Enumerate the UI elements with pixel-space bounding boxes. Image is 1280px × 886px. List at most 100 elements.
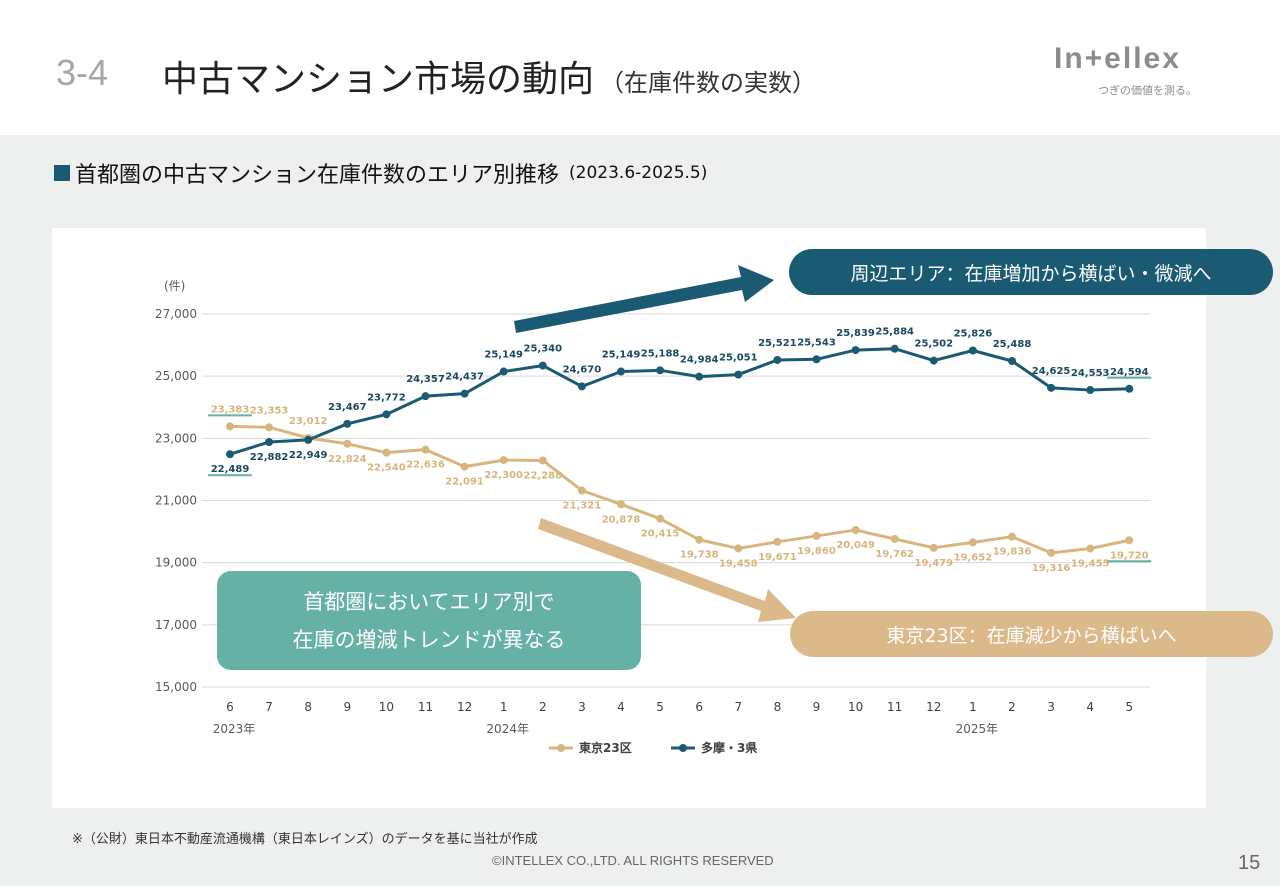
data-label-tokyo23: 20,049: [836, 540, 875, 551]
data-point-tokyo23: [460, 462, 469, 471]
data-point-tokyo23: [734, 544, 743, 553]
data-point-tama3pref: [460, 389, 469, 398]
y-tick-label: 15,000: [155, 680, 197, 694]
data-label-tama3pref: 24,670: [563, 364, 602, 375]
trend-arrow-down: [538, 518, 796, 622]
data-label-tokyo23: 21,321: [563, 501, 602, 512]
logo-text: In+ellex: [1054, 42, 1181, 75]
x-tick-label: 5: [656, 700, 664, 714]
data-label-tokyo23: 22,540: [367, 463, 406, 474]
data-point-tama3pref: [226, 450, 234, 459]
data-point-tama3pref: [929, 356, 938, 365]
data-label-tama3pref: 24,625: [1032, 366, 1071, 377]
data-point-tokyo23: [695, 535, 704, 544]
x-tick-label: 9: [813, 700, 821, 714]
y-tick-label: 27,000: [155, 307, 197, 321]
x-year-label: 2025年: [956, 722, 999, 736]
callout-summary-line2: 在庫の増減トレンドが異なる: [292, 627, 566, 652]
data-point-tokyo23: [382, 448, 391, 457]
x-tick-label: 4: [617, 700, 625, 714]
data-label-tokyo23: 19,762: [875, 549, 914, 560]
callout-summary-line1: 首都圏においてエリア別で: [303, 589, 555, 614]
data-label-tokyo23: 23,012: [289, 416, 328, 427]
data-label-tama3pref: 25,521: [758, 338, 797, 349]
data-point-tokyo23: [851, 526, 860, 535]
data-point-tama3pref: [656, 366, 665, 375]
y-axis-label: (件): [164, 279, 185, 293]
data-point-tama3pref: [617, 367, 625, 376]
data-label-tama3pref: 25,826: [954, 328, 993, 339]
x-tick-label: 7: [734, 700, 742, 714]
data-label-tokyo23: 20,415: [641, 529, 680, 540]
data-label-tama3pref: 25,051: [719, 353, 758, 364]
x-tick-label: 1: [969, 700, 977, 714]
data-point-tama3pref: [773, 355, 782, 364]
section-number: 3-4: [56, 52, 109, 93]
data-label-tama3pref: 25,149: [602, 350, 641, 361]
data-point-tokyo23: [1086, 544, 1095, 553]
data-point-tama3pref: [890, 344, 899, 353]
data-label-tokyo23: 19,671: [758, 552, 797, 563]
x-tick-label: 5: [1125, 700, 1133, 714]
x-tick-label: 3: [1047, 700, 1055, 714]
data-point-tama3pref: [421, 392, 430, 401]
data-label-tokyo23: 19,316: [1032, 563, 1071, 574]
y-tick-label: 19,000: [155, 556, 197, 570]
section-heading: 首都圏の中古マンション在庫件数のエリア別推移 (2023.6-2025.5): [54, 157, 707, 189]
legend-marker: [679, 744, 687, 752]
data-label-tokyo23: 23,353: [250, 405, 289, 416]
series-line-tama3pref: [229, 347, 1130, 456]
y-tick-label: 21,000: [155, 494, 197, 508]
data-point-tokyo23: [265, 423, 274, 432]
data-point-tokyo23: [773, 537, 782, 546]
data-point-tama3pref: [968, 346, 977, 355]
data-point-tama3pref: [577, 382, 586, 391]
data-point-tokyo23: [1047, 548, 1056, 557]
page-title-text: 中古マンション市場の動向: [162, 59, 595, 100]
data-label-tokyo23: 19,479: [915, 558, 954, 569]
data-label-tama3pref: 25,340: [524, 344, 563, 355]
x-tick-label: 10: [379, 700, 394, 714]
data-point-tokyo23: [1008, 532, 1016, 541]
x-tick-label: 8: [774, 700, 782, 714]
x-tick-label: 12: [457, 700, 472, 714]
data-point-tama3pref: [538, 361, 547, 370]
data-point-tokyo23: [929, 543, 938, 552]
data-label-tokyo23: 19,720: [1110, 550, 1149, 561]
legend-label: 東京23区: [579, 740, 632, 755]
x-tick-label: 6: [226, 700, 234, 714]
data-point-tama3pref: [304, 435, 313, 444]
x-tick-label: 3: [578, 700, 586, 714]
logo-tagline: つぎの価値を測る。: [1098, 84, 1197, 97]
data-label-tokyo23: 22,636: [406, 460, 445, 471]
x-year-label: 2023年: [213, 722, 256, 736]
series-line-tokyo23: [229, 424, 1130, 555]
data-label-tama3pref: 23,772: [367, 392, 406, 403]
data-label-tokyo23: 22,300: [484, 470, 523, 481]
page-number: 15: [1238, 852, 1261, 874]
x-tick-label: 2: [539, 700, 547, 714]
data-label-tokyo23: 19,860: [797, 546, 836, 557]
page-subtitle: （在庫件数の実数）: [600, 69, 817, 97]
data-point-tama3pref: [265, 438, 274, 447]
callout-suburb-trend: 周辺エリア：在庫増加から横ばい・微減へ: [789, 249, 1273, 295]
data-label-tama3pref: 25,839: [836, 328, 875, 339]
data-label-tokyo23: 22,091: [445, 477, 484, 488]
data-label-tama3pref: 25,488: [993, 339, 1032, 350]
data-point-tama3pref: [734, 370, 743, 379]
copyright: ©INTELLEX CO.,LTD. ALL RIGHTS RESERVED: [492, 853, 774, 868]
data-label-tama3pref: 22,949: [289, 450, 328, 461]
data-point-tokyo23: [577, 486, 586, 495]
data-label-tama3pref: 24,357: [406, 374, 445, 385]
data-point-tokyo23: [538, 456, 547, 465]
y-tick-label: 23,000: [155, 431, 197, 445]
data-label-tokyo23: 19,836: [993, 547, 1032, 558]
x-tick-label: 9: [343, 700, 351, 714]
data-point-tokyo23: [812, 531, 821, 540]
data-point-tokyo23: [226, 422, 234, 431]
data-point-tama3pref: [812, 355, 821, 364]
data-point-tokyo23: [343, 439, 352, 448]
data-label-tama3pref: 24,594: [1110, 367, 1149, 378]
data-point-tama3pref: [1008, 356, 1016, 365]
